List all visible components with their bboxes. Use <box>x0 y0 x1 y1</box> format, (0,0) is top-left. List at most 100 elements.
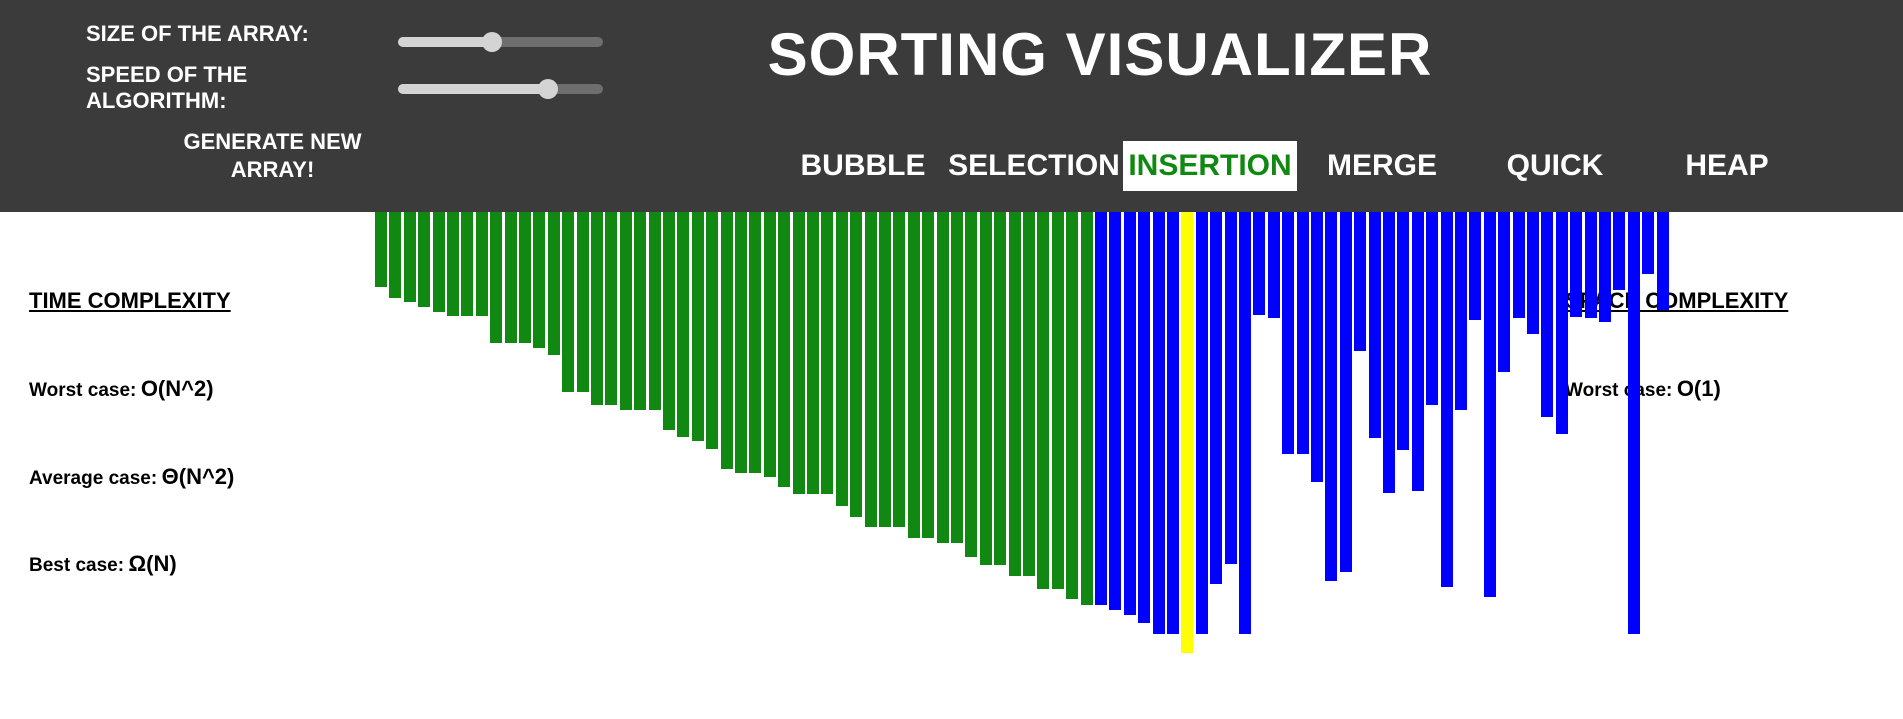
array-bar <box>663 212 675 430</box>
array-bar <box>1469 212 1482 320</box>
array-bar <box>1498 212 1511 372</box>
algorithm-button-quick[interactable]: QUICK <box>1506 149 1604 182</box>
time-complexity-panel: TIME COMPLEXITY <box>29 288 231 314</box>
array-bar <box>922 212 935 538</box>
array-bar <box>807 212 819 494</box>
array-bar <box>447 212 459 316</box>
array-bar <box>1642 212 1655 274</box>
array-bar <box>1239 212 1251 634</box>
array-bar <box>403 212 416 302</box>
array-bar <box>677 212 690 437</box>
algorithm-button-merge[interactable]: MERGE <box>1326 149 1437 182</box>
array-bar <box>1426 212 1439 405</box>
array-bar <box>1080 212 1093 605</box>
array-bar <box>1167 212 1179 634</box>
array-bar <box>1181 212 1194 653</box>
algorithm-button-heap[interactable]: HEAP <box>1685 149 1769 182</box>
algorithm-button-selection[interactable]: SELECTION <box>948 149 1120 182</box>
algorithm-speed-slider-thumb[interactable] <box>537 79 558 99</box>
time-average-case-row: Average case: Θ(N^2) <box>29 464 234 490</box>
time-worst-case-value: O(N^2) <box>140 376 214 401</box>
array-bar <box>1527 212 1539 334</box>
array-bar <box>907 212 920 538</box>
array-bar <box>1195 212 1208 634</box>
array-bar <box>1627 212 1640 634</box>
array-bar <box>1440 212 1453 587</box>
array-bar <box>1541 212 1554 417</box>
array-bar <box>389 212 402 298</box>
algorithm-speed-label: SPEED OF THE ALGORITHM: <box>86 62 248 113</box>
array-bar <box>1282 212 1295 454</box>
algorithm-speed-slider-fill <box>398 84 548 94</box>
array-bar <box>1383 212 1395 493</box>
array-bar <box>1253 212 1266 315</box>
header-bar: SIZE OF THE ARRAY: SPEED OF THE ALGORITH… <box>0 0 1903 212</box>
array-bar <box>994 212 1007 565</box>
array-size-slider-thumb[interactable] <box>482 32 503 52</box>
array-bar <box>1224 212 1237 564</box>
array-bar <box>634 212 647 410</box>
array-bar <box>879 212 891 527</box>
time-best-case-label: Best case: <box>29 555 125 576</box>
time-best-case-row: Best case: Ω(N) <box>29 551 177 577</box>
array-bar <box>1109 212 1122 610</box>
array-bar <box>735 212 747 473</box>
array-bar <box>821 212 834 494</box>
array-bar <box>979 212 992 565</box>
array-bar <box>1411 212 1424 491</box>
algorithm-button-bubble[interactable]: BUBBLE <box>800 149 926 182</box>
array-bar <box>490 212 503 343</box>
algorithm-speed-slider[interactable] <box>398 79 603 99</box>
page-title: SORTING VISUALIZER <box>767 21 1433 88</box>
array-bar <box>1152 212 1165 634</box>
array-bar <box>1512 212 1525 318</box>
array-bar <box>792 212 805 494</box>
time-worst-case-row: Worst case: O(N^2) <box>29 376 214 402</box>
array-bar <box>547 212 560 355</box>
array-bar <box>418 212 431 307</box>
array-size-slider[interactable] <box>398 32 603 52</box>
array-bar <box>706 212 719 449</box>
array-bar <box>533 212 546 348</box>
array-bar <box>720 212 733 469</box>
array-bar <box>504 212 517 343</box>
array-bar <box>576 212 589 392</box>
array-bar <box>591 212 603 405</box>
time-complexity-heading: TIME COMPLEXITY <box>29 288 231 313</box>
space-worst-case-label: Worst case: <box>1565 380 1673 401</box>
generate-array-button[interactable]: GENERATE NEW ARRAY! <box>183 129 362 182</box>
array-bar <box>850 212 863 517</box>
array-size-slider-fill <box>398 37 493 47</box>
array-bar <box>648 212 661 410</box>
array-bar <box>519 212 531 343</box>
array-bar <box>605 212 618 405</box>
array-bar <box>1613 212 1626 290</box>
array-bar <box>1397 212 1410 450</box>
time-best-case-value: Ω(N) <box>128 551 177 576</box>
array-bar <box>1267 212 1280 318</box>
array-bar <box>1325 212 1338 581</box>
space-worst-case-value: O(1) <box>1676 376 1721 401</box>
array-bar <box>778 212 791 487</box>
array-bar <box>691 212 704 441</box>
array-bar <box>1051 212 1064 589</box>
array-bar <box>749 212 762 473</box>
array-bar <box>763 212 776 477</box>
array-bar <box>835 212 848 506</box>
time-average-case-label: Average case: <box>29 468 158 489</box>
array-bar <box>1311 212 1323 482</box>
array-bar <box>965 212 978 557</box>
array-bar <box>1296 212 1309 454</box>
space-complexity-heading: SPACE COMPLEXITY <box>1565 288 1789 313</box>
space-complexity-panel: SPACE COMPLEXITY <box>1565 288 1788 314</box>
array-bar <box>1023 212 1035 576</box>
array-bar <box>562 212 575 392</box>
algorithm-button-insertion[interactable]: INSERTION <box>1123 141 1297 191</box>
array-bar <box>1368 212 1381 438</box>
array-bar <box>1138 212 1151 623</box>
array-bar <box>1354 212 1367 351</box>
array-bar <box>432 212 445 312</box>
array-bar <box>1123 212 1136 615</box>
array-bar <box>475 212 488 316</box>
array-bar <box>893 212 906 527</box>
